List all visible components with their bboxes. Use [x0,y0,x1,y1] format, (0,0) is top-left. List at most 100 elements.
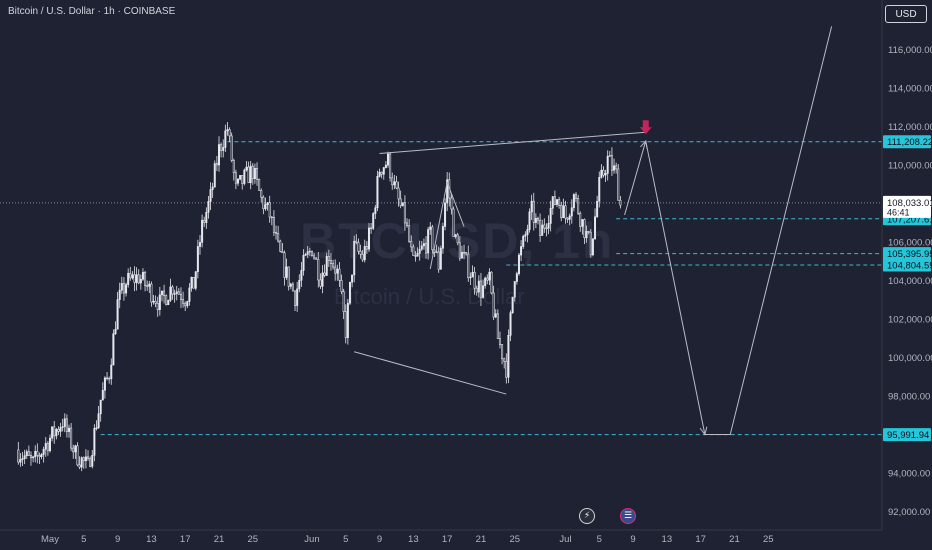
candle-body [51,426,54,439]
upper-trendline [379,131,646,154]
candle-body [408,225,411,242]
candle-body [89,458,92,467]
candle-body [57,429,60,432]
candle-body [232,160,235,174]
candle-body [619,200,622,206]
candle-body [93,428,96,456]
x-tick-label: 17 [695,534,706,545]
candle-body [224,130,227,148]
candle-body [279,240,282,252]
candle-body [156,303,159,311]
candle-body [365,246,368,250]
x-tick-label: 25 [509,534,520,545]
candle-body [558,199,561,206]
candle-body [228,129,231,137]
candle-body [606,155,609,174]
candle-body [342,291,345,312]
x-tick-label: 9 [115,534,120,545]
candle-body [367,227,370,250]
projection-arrowhead [699,426,708,436]
candle-body [596,200,599,218]
lower-wedge-line [354,351,507,395]
candle-body [450,197,453,210]
lightning-icon[interactable]: ⚡ [579,508,595,524]
candle-body [150,283,153,303]
candle-body [486,277,489,281]
candle-body [332,263,335,268]
candle-body [465,252,468,255]
symbol-watermark: BTCUSD, 1h [300,213,615,269]
candle-body [253,168,256,179]
x-tick-label: 5 [597,534,602,545]
candle-body [570,207,573,217]
candle-body [479,280,482,298]
candle-body [198,242,201,247]
candle-body [87,456,90,459]
candle-body [581,219,584,227]
candle-body [29,455,32,459]
candle-body [589,231,592,256]
candle-body [515,273,518,282]
candle-body [513,281,516,298]
candle-body [539,219,542,236]
candle-body [615,165,618,170]
candle-body [38,455,41,457]
candle-body [266,202,269,205]
candle-body [163,290,166,296]
candle-body [112,333,115,366]
horizontal-levels [0,141,882,436]
candle-body [306,251,309,255]
candle-body [205,211,208,223]
x-tick-label: 21 [214,534,225,545]
candle-body [507,334,510,378]
candle-body [251,165,254,179]
candle-body [520,246,523,256]
candle-body [494,313,497,318]
candle-body [564,205,567,219]
candle-body [207,201,210,213]
candle-body [572,194,575,209]
candle-body [329,260,332,264]
y-tick-label: 94,000.00 [888,469,930,480]
candle-body [226,129,229,132]
y-tick-label: 112,000.00 [888,122,932,133]
drawings[interactable] [354,26,833,436]
candle-body [300,270,303,281]
candle-body [488,271,491,281]
currency-button[interactable]: USD [885,5,927,23]
candle-body [490,271,493,294]
candle-body [496,313,499,340]
candle-body [258,179,261,191]
candle-body [566,217,569,220]
candle-body [44,443,47,450]
candle-body [209,189,212,202]
candle-body [501,344,504,360]
candle-body [452,208,455,237]
candle-body [108,377,111,380]
x-tick-label: 9 [377,534,382,545]
candle-body [241,175,244,184]
candle-body [99,399,102,415]
candle-body [103,377,106,391]
x-tick-label: 9 [630,534,635,545]
candle-body [357,242,360,252]
y-tick-label: 106,000.00 [888,238,932,249]
candle-body [287,266,290,287]
y-tick-label: 100,000.00 [888,353,932,364]
candle-body [275,232,278,234]
us-flag-icon[interactable]: ☰ [620,508,636,524]
candle-body [475,287,478,293]
candle-body [435,251,438,254]
candle-body [598,177,601,202]
candle-body [334,266,337,274]
candle-body [131,274,134,279]
candle-body [541,224,544,236]
candle-body [118,289,121,300]
candle-body [116,299,119,330]
candle-body [568,215,571,220]
candle-body [110,364,113,380]
candle-body [146,285,149,287]
candle-body [524,234,527,237]
